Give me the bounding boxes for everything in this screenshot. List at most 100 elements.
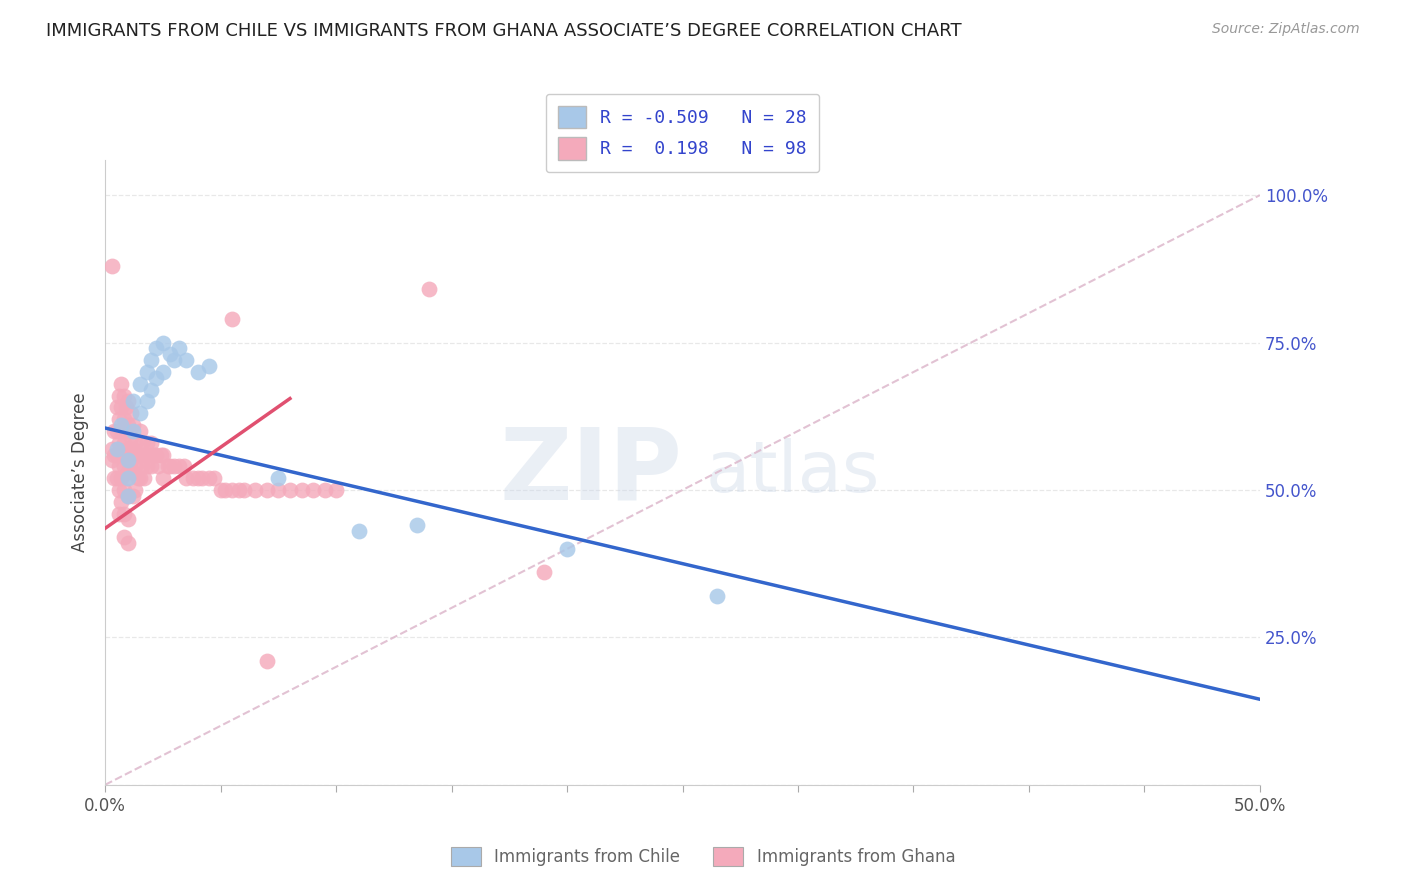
Point xyxy=(122,489,145,503)
Point xyxy=(108,435,131,450)
Point xyxy=(117,465,139,479)
Text: atlas: atlas xyxy=(706,438,880,507)
Point xyxy=(105,442,128,456)
Point xyxy=(325,483,347,497)
Point xyxy=(122,442,145,456)
Point xyxy=(163,459,186,474)
Point xyxy=(152,471,174,485)
Point xyxy=(110,471,132,485)
Point xyxy=(128,448,150,462)
Point xyxy=(159,347,181,361)
Point xyxy=(101,453,124,467)
Point xyxy=(145,448,167,462)
Point xyxy=(105,471,128,485)
Point xyxy=(110,494,132,508)
Point xyxy=(173,459,195,474)
Point xyxy=(103,424,125,438)
Point xyxy=(103,471,125,485)
Point xyxy=(533,566,555,580)
Point xyxy=(228,483,250,497)
Point xyxy=(120,406,142,420)
Point xyxy=(117,418,139,433)
Point xyxy=(181,471,204,485)
Point xyxy=(167,459,190,474)
Point xyxy=(124,459,146,474)
Point xyxy=(290,483,312,497)
Point xyxy=(198,471,221,485)
Point xyxy=(105,424,128,438)
Point xyxy=(120,430,142,444)
Point xyxy=(141,435,163,450)
Point xyxy=(108,412,131,426)
Point xyxy=(108,507,131,521)
Point xyxy=(149,448,172,462)
Point xyxy=(138,448,160,462)
Point xyxy=(555,541,578,556)
Point xyxy=(127,471,149,485)
Point xyxy=(131,459,153,474)
Point xyxy=(278,483,301,497)
Point xyxy=(156,459,179,474)
Point xyxy=(127,448,149,462)
Point xyxy=(152,448,174,462)
Point xyxy=(159,459,181,474)
Legend: R = -0.509   N = 28, R =  0.198   N = 98: R = -0.509 N = 28, R = 0.198 N = 98 xyxy=(546,94,820,172)
Point xyxy=(267,483,290,497)
Legend: Immigrants from Chile, Immigrants from Ghana: Immigrants from Chile, Immigrants from G… xyxy=(444,840,962,873)
Point xyxy=(112,412,135,426)
Point xyxy=(108,389,131,403)
Point xyxy=(110,448,132,462)
Point xyxy=(406,518,429,533)
Point xyxy=(209,483,232,497)
Point xyxy=(124,435,146,450)
Point xyxy=(117,442,139,456)
Point xyxy=(110,424,132,438)
Point xyxy=(122,465,145,479)
Point xyxy=(131,435,153,450)
Point xyxy=(135,435,157,450)
Point xyxy=(187,365,209,379)
Point xyxy=(117,394,139,409)
Point xyxy=(122,394,145,409)
Point xyxy=(135,459,157,474)
Point xyxy=(148,459,170,474)
Point xyxy=(108,483,131,497)
Point xyxy=(103,448,125,462)
Point xyxy=(141,353,163,368)
Point xyxy=(191,471,214,485)
Point xyxy=(141,459,163,474)
Point xyxy=(174,353,197,368)
Point xyxy=(115,471,138,485)
Point xyxy=(267,471,290,485)
Point xyxy=(134,471,156,485)
Point xyxy=(221,483,243,497)
Point xyxy=(110,376,132,391)
Point xyxy=(134,448,156,462)
Point xyxy=(117,536,139,550)
Point xyxy=(110,418,132,433)
Point xyxy=(152,335,174,350)
Point xyxy=(128,406,150,420)
Point xyxy=(245,483,267,497)
Point xyxy=(135,394,157,409)
Point xyxy=(142,448,165,462)
Point xyxy=(128,424,150,438)
Point xyxy=(122,424,145,438)
Point xyxy=(115,448,138,462)
Point xyxy=(115,401,138,415)
Point xyxy=(314,483,336,497)
Point xyxy=(105,401,128,415)
Point xyxy=(112,435,135,450)
Point xyxy=(112,459,135,474)
Point xyxy=(152,365,174,379)
Point xyxy=(128,376,150,391)
Point xyxy=(145,371,167,385)
Point xyxy=(122,418,145,433)
Point xyxy=(117,512,139,526)
Point xyxy=(187,471,209,485)
Point xyxy=(115,424,138,438)
Point xyxy=(256,483,278,497)
Point xyxy=(174,471,197,485)
Point xyxy=(141,383,163,397)
Point xyxy=(112,389,135,403)
